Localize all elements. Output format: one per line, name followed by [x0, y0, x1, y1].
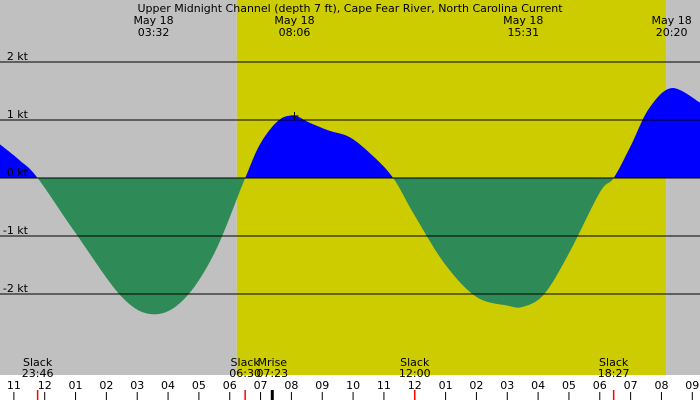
x-tick-label: 06	[593, 379, 607, 392]
y-axis-labels: 2 kt 1 kt 0 kt -1 kt -2 kt	[3, 50, 29, 295]
y-tick-label: 0 kt	[7, 166, 29, 179]
x-tick-label: 02	[469, 379, 483, 392]
current-fills	[0, 88, 700, 315]
x-tick-label: 12	[408, 379, 422, 392]
x-tick-label: 08	[654, 379, 668, 392]
extreme-time-label: 08:06	[279, 26, 311, 39]
x-tick-label: 08	[284, 379, 298, 392]
x-tick-label: 03	[500, 379, 514, 392]
x-tick-label: 05	[562, 379, 576, 392]
event-time-label: 18:27	[598, 367, 630, 380]
y-tick-label: -2 kt	[3, 282, 29, 295]
night-band	[666, 0, 700, 375]
flood-current-area	[0, 88, 700, 178]
x-axis: 11 12 01 02 03 04 05 06 07 08 09 10 11 12 01 02 03 04 05 06…	[7, 379, 699, 400]
extreme-time-label: 20:20	[656, 26, 688, 39]
event-name-label: Mrise	[258, 356, 288, 369]
extreme-date-label: May 18	[503, 14, 543, 27]
event-time-label: 06:30	[229, 367, 261, 380]
x-tick-label: 03	[130, 379, 144, 392]
extreme-date-label: May 18	[133, 14, 173, 27]
y-tick-label: 2 kt	[7, 50, 29, 63]
extreme-date-label: May 18	[652, 14, 692, 27]
ebb-current-area	[0, 178, 700, 315]
x-tick-label: 05	[192, 379, 206, 392]
x-tick-label: 04	[531, 379, 545, 392]
x-tick-label: 12	[38, 379, 52, 392]
x-tick-label: 01	[69, 379, 83, 392]
x-tick-label: 06	[223, 379, 237, 392]
x-tick-label: 01	[439, 379, 453, 392]
x-tick-label: 09	[685, 379, 699, 392]
grid-lines	[0, 61, 700, 295]
event-name-label: Slack	[231, 356, 261, 369]
chart-title: Upper Midnight Channel (depth 7 ft), Cap…	[137, 2, 563, 15]
extreme-date-label: May 18	[274, 14, 314, 27]
x-tick-label: 11	[7, 379, 21, 392]
extreme-time-label: 03:32	[138, 26, 170, 39]
event-time-label: 23:46	[22, 367, 54, 380]
event-time-label: 12:00	[399, 367, 431, 380]
event-name-label: Slack	[23, 356, 53, 369]
x-tick-label: 04	[161, 379, 175, 392]
event-name-label: Slack	[400, 356, 430, 369]
y-tick-label: -1 kt	[3, 224, 29, 237]
event-time-label: 07:23	[256, 367, 288, 380]
x-tick-label: 11	[377, 379, 391, 392]
x-tick-label: 02	[99, 379, 113, 392]
event-name-label: Slack	[599, 356, 629, 369]
x-tick-label: 09	[315, 379, 329, 392]
extreme-time-label: 15:31	[507, 26, 539, 39]
x-tick-label: 07	[254, 379, 268, 392]
y-tick-label: 1 kt	[7, 108, 29, 121]
x-tick-label: 10	[346, 379, 360, 392]
x-tick-label: 07	[624, 379, 638, 392]
x-axis-strip	[0, 375, 700, 400]
